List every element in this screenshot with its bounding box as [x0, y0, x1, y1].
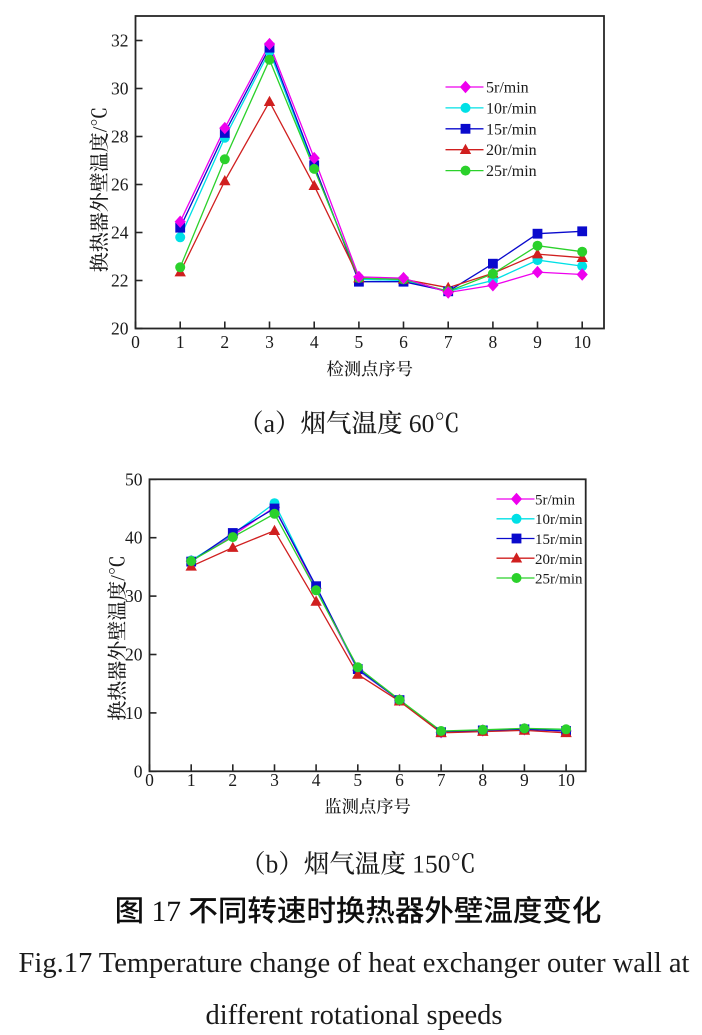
svg-text:9: 9 [520, 770, 529, 790]
svg-text:10: 10 [557, 770, 575, 790]
svg-text:8: 8 [489, 332, 498, 352]
svg-text:5r/min: 5r/min [535, 493, 575, 509]
svg-text:2: 2 [220, 332, 229, 352]
svg-text:1: 1 [187, 770, 196, 790]
svg-text:20: 20 [111, 319, 129, 339]
svg-text:30: 30 [111, 79, 129, 99]
svg-text:0: 0 [134, 761, 143, 781]
svg-text:3: 3 [270, 770, 279, 790]
svg-text:1: 1 [176, 332, 185, 352]
svg-text:different rotational speeds: different rotational speeds [205, 1000, 502, 1031]
svg-text:2: 2 [228, 770, 237, 790]
svg-text:7: 7 [437, 770, 446, 790]
svg-text:22: 22 [111, 271, 129, 291]
svg-text:26: 26 [111, 175, 129, 195]
svg-text:7: 7 [444, 332, 453, 352]
svg-text:40: 40 [125, 528, 143, 548]
svg-text:20: 20 [125, 645, 143, 665]
svg-text:15r/min: 15r/min [535, 532, 583, 548]
svg-text:28: 28 [111, 127, 129, 147]
svg-text:4: 4 [310, 332, 319, 352]
svg-text:10: 10 [125, 703, 143, 723]
svg-text:6: 6 [399, 332, 408, 352]
svg-text:0: 0 [131, 332, 140, 352]
svg-text:25r/min: 25r/min [486, 163, 537, 180]
svg-text:6: 6 [395, 770, 404, 790]
svg-text:8: 8 [478, 770, 487, 790]
svg-text:0: 0 [145, 770, 154, 790]
svg-text:3: 3 [265, 332, 274, 352]
svg-text:20r/min: 20r/min [535, 552, 583, 568]
svg-text:9: 9 [533, 332, 542, 352]
svg-text:5: 5 [355, 332, 364, 352]
svg-text:10: 10 [573, 332, 591, 352]
svg-text:24: 24 [111, 223, 129, 243]
svg-text:5: 5 [353, 770, 362, 790]
svg-text:10r/min: 10r/min [535, 512, 583, 528]
svg-text:25r/min: 25r/min [535, 572, 583, 588]
svg-text:4: 4 [312, 770, 321, 790]
svg-text:10r/min: 10r/min [486, 100, 537, 117]
svg-text:32: 32 [111, 31, 129, 51]
svg-text:50: 50 [125, 469, 143, 489]
svg-text:5r/min: 5r/min [486, 80, 529, 97]
svg-text:15r/min: 15r/min [486, 121, 537, 138]
svg-text:20r/min: 20r/min [486, 142, 537, 159]
svg-text:30: 30 [125, 586, 143, 606]
svg-text:Fig.17 Temperature change of h: Fig.17 Temperature change of heat exchan… [19, 948, 690, 979]
